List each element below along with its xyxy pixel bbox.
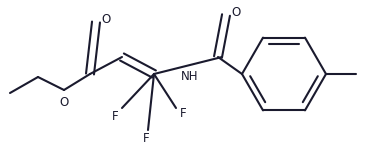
Text: F: F: [180, 107, 186, 120]
Text: NH: NH: [181, 69, 199, 83]
Text: O: O: [101, 12, 111, 26]
Text: O: O: [59, 95, 69, 109]
Text: O: O: [231, 6, 240, 18]
Text: F: F: [143, 132, 149, 146]
Text: F: F: [112, 109, 118, 122]
